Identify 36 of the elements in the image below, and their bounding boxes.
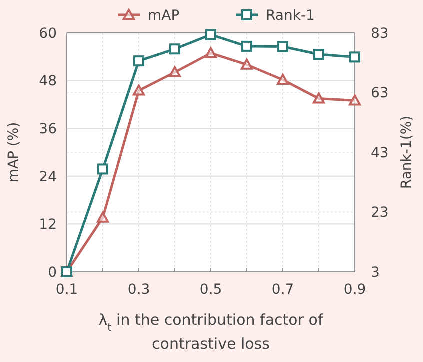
point bbox=[170, 44, 180, 55]
y2-tick-label: 23 bbox=[371, 205, 389, 222]
point bbox=[98, 164, 108, 175]
point bbox=[241, 58, 253, 70]
y2-tick-label: 63 bbox=[371, 86, 389, 102]
y-tick-label: 24 bbox=[39, 169, 58, 186]
point bbox=[277, 74, 289, 86]
x-tick-label: 0.7 bbox=[272, 282, 294, 298]
x-axis-title: λ$_{t}$ in the contribution factor of contrastive loss bbox=[98, 311, 324, 353]
point bbox=[205, 47, 217, 58]
y-tick-label: 12 bbox=[39, 217, 57, 234]
point bbox=[242, 40, 252, 52]
y-tick-label: 36 bbox=[39, 122, 58, 138]
legend-label: Rank-1 bbox=[266, 8, 315, 24]
y2-tick-label: 43 bbox=[371, 145, 389, 162]
x-tick-label: 0.9 bbox=[344, 282, 366, 298]
point bbox=[133, 84, 145, 96]
y2-tick-label: 3 bbox=[371, 264, 380, 281]
point bbox=[97, 212, 109, 223]
x-tick-label: 0.3 bbox=[128, 282, 150, 298]
y-tick-label: 48 bbox=[39, 74, 57, 90]
point bbox=[313, 92, 325, 104]
point bbox=[350, 52, 360, 63]
legend-label: mAP bbox=[148, 8, 180, 24]
y2-axis-title: Rank-1(%) bbox=[399, 116, 415, 190]
y-axis-title: mAP (%) bbox=[6, 122, 22, 183]
y2-tick-label: 83 bbox=[371, 26, 389, 42]
point bbox=[134, 56, 144, 67]
point bbox=[206, 29, 216, 40]
point bbox=[314, 49, 324, 60]
x-tick-label: 0.5 bbox=[200, 282, 222, 298]
y-tick-label: 60 bbox=[39, 26, 57, 42]
y-tick-label: 0 bbox=[48, 264, 57, 281]
point bbox=[169, 66, 181, 78]
point bbox=[278, 41, 288, 52]
x-tick-label: 0.1 bbox=[56, 282, 78, 298]
